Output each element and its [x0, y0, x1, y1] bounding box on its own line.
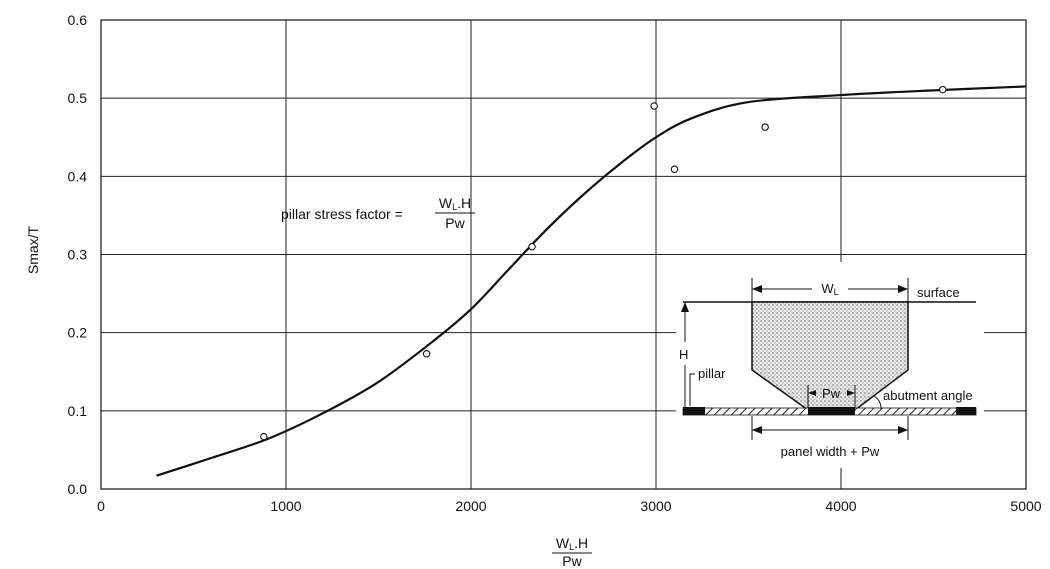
panel-width-label: panel width + Pw [781, 444, 880, 459]
pillar-label: pillar [698, 366, 726, 381]
data-point [670, 165, 679, 174]
panel-arrow-left [752, 426, 762, 434]
pw-arrow-left [808, 390, 816, 396]
annotation-denominator: Pw [445, 215, 465, 231]
plot-frame [100, 19, 1027, 490]
data-point [938, 85, 947, 94]
y-tick-label: 0.3 [68, 247, 88, 263]
pillar-stress-factor-annotation: pillar stress factor = WL.H Pw [281, 195, 475, 231]
x-tick-labels: 0 1000 2000 3000 4000 5000 [97, 498, 1042, 514]
data-point [528, 242, 536, 251]
data-point [650, 102, 658, 110]
abutment-angle-arc [873, 395, 882, 410]
grid [101, 20, 1026, 489]
x-tick-label: 0 [97, 498, 105, 514]
inset-diagram: WL surface H pillar Pw abutment angle pa… [676, 262, 984, 468]
x-axis-label-denominator: Pw [562, 553, 582, 569]
abutment-angle-label: abutment angle [883, 388, 973, 403]
y-tick-label: 0.6 [68, 12, 88, 28]
data-points [260, 85, 947, 441]
pw-label: Pw [822, 386, 841, 401]
data-point [260, 432, 268, 441]
data-point [761, 123, 769, 131]
x-tick-label: 4000 [825, 498, 856, 514]
x-tick-label: 5000 [1010, 498, 1041, 514]
pillar-block-left [683, 407, 705, 415]
y-tick-label: 0.2 [68, 325, 88, 341]
panel-arrow-right [898, 426, 908, 434]
x-axis-label: WL.H Pw [552, 535, 592, 569]
y-tick-label: 0.0 [68, 481, 88, 497]
wl-arrow-left [752, 285, 762, 293]
annotation-prefix: pillar stress factor = [281, 206, 403, 222]
data-point [422, 350, 431, 358]
pillar-block-center [808, 407, 855, 415]
wl-label: WL [821, 281, 838, 297]
y-tick-labels: 0.0 0.1 0.2 0.3 0.4 0.5 0.6 [68, 12, 88, 497]
wl-arrow-right [898, 285, 908, 293]
annotation-numerator: WL.H [439, 195, 471, 212]
y-tick-label: 0.1 [68, 403, 88, 419]
pillar-block-right [956, 407, 976, 415]
pillar-leader [689, 373, 695, 406]
fitted-curve [156, 85, 1027, 477]
pw-arrow-right [847, 390, 855, 396]
x-tick-label: 3000 [640, 498, 671, 514]
x-tick-label: 1000 [270, 498, 301, 514]
x-tick-label: 2000 [455, 498, 486, 514]
x-axis-label-numerator: WL.H [556, 535, 588, 552]
surface-label: surface [917, 285, 960, 300]
y-axis-label: Smax/T [25, 225, 41, 274]
y-tick-label: 0.4 [68, 168, 88, 184]
y-tick-label: 0.5 [68, 90, 88, 106]
h-arrow-top [681, 302, 689, 312]
h-label: H [679, 347, 688, 362]
